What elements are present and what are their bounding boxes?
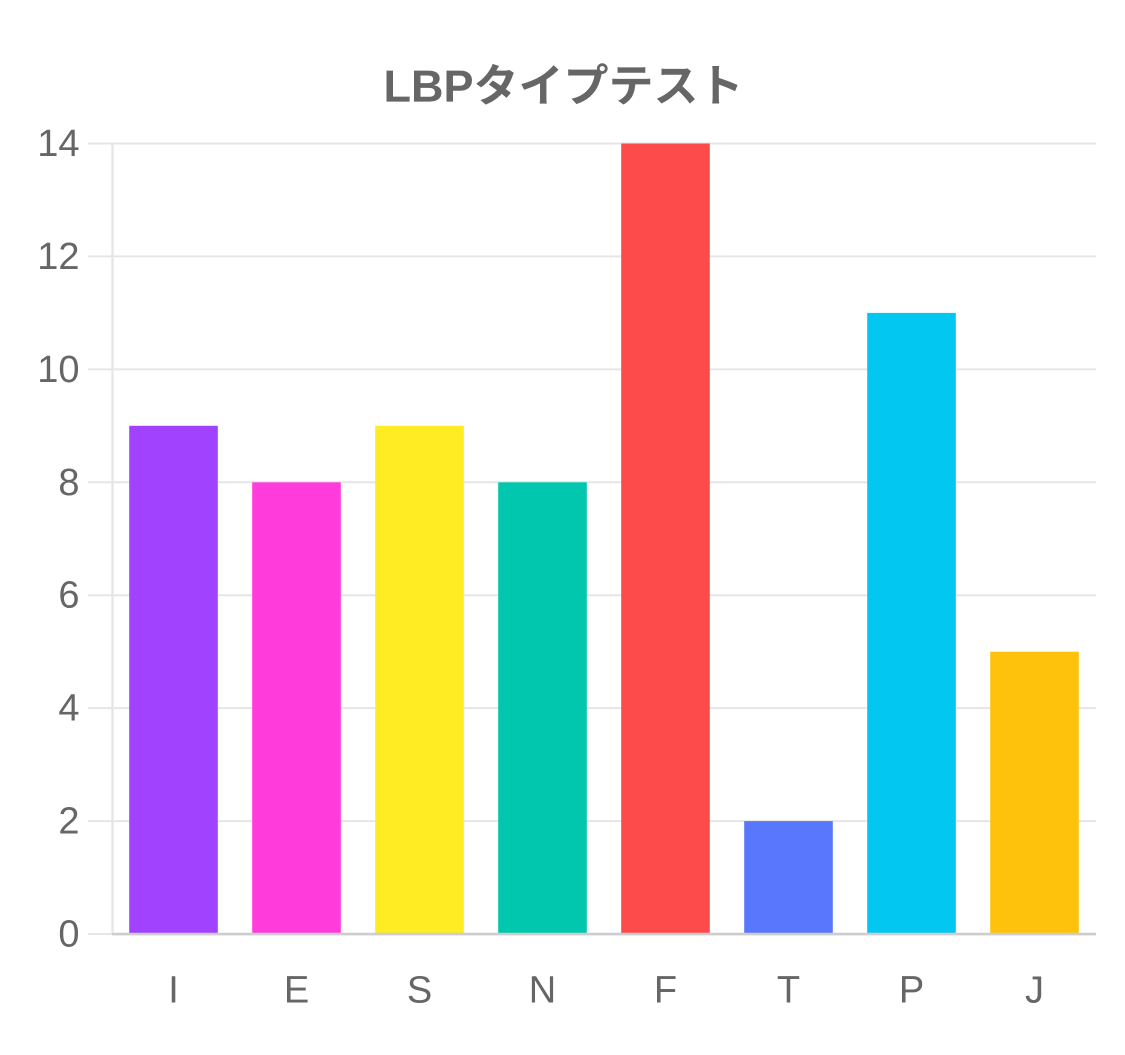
x-axis-label-N: N bbox=[529, 969, 556, 1011]
x-axis-label-T: T bbox=[777, 969, 800, 1011]
x-axis-label-F: F bbox=[654, 969, 677, 1011]
title-glyph bbox=[656, 68, 695, 104]
y-axis-label: 12 bbox=[37, 236, 79, 278]
bar-N bbox=[498, 482, 587, 933]
y-axis-labels: 0 2 4 6 8 10 12 14 bbox=[37, 123, 79, 956]
y-axis-label: 2 bbox=[58, 801, 79, 843]
title-glyph bbox=[446, 70, 472, 102]
x-axis-label-S: S bbox=[407, 969, 432, 1011]
bar-S bbox=[375, 425, 464, 933]
x-axis-label-E: E bbox=[284, 969, 309, 1011]
title-glyph bbox=[476, 63, 514, 105]
title-glyph bbox=[568, 63, 608, 105]
bar-T bbox=[744, 821, 833, 933]
y-axis-label: 0 bbox=[58, 914, 79, 956]
x-axis-label-I: I bbox=[168, 969, 179, 1011]
bar-F bbox=[621, 143, 710, 933]
y-axis-label: 6 bbox=[58, 575, 79, 617]
bar-I bbox=[129, 425, 218, 933]
title-glyph bbox=[521, 65, 559, 104]
title-glyph bbox=[712, 65, 738, 104]
title-glyph bbox=[612, 67, 651, 105]
y-axis-label: 8 bbox=[58, 462, 79, 504]
x-axis-label-P: P bbox=[899, 969, 924, 1011]
y-axis-label: 4 bbox=[58, 688, 79, 730]
title-glyph bbox=[414, 70, 442, 102]
y-axis-label: 10 bbox=[37, 349, 79, 391]
chart-title bbox=[386, 63, 738, 105]
title-glyph bbox=[386, 70, 410, 102]
y-axis-label: 14 bbox=[37, 123, 79, 165]
x-axis-label-J: J bbox=[1025, 969, 1044, 1011]
bar-J bbox=[990, 651, 1079, 933]
bar-P bbox=[867, 312, 956, 933]
bars-layer bbox=[129, 143, 1079, 933]
bar-E bbox=[252, 482, 341, 933]
